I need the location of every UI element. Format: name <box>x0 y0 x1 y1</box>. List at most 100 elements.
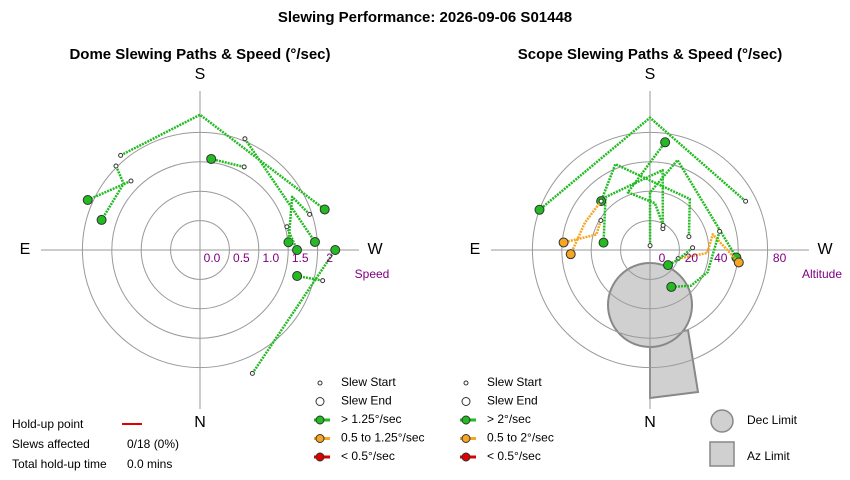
affected-label: Slews affected <box>12 437 90 451</box>
legend-icon <box>315 415 325 425</box>
slew-path <box>287 195 311 243</box>
slew-start <box>128 178 134 184</box>
slew-start <box>242 136 248 142</box>
slew-path <box>87 179 132 202</box>
slew-end <box>660 137 671 148</box>
slew-end <box>309 236 320 247</box>
slew-end <box>534 204 545 215</box>
r-tick-label: 0.0 <box>204 251 221 265</box>
legend-icon <box>315 452 325 462</box>
legend-icon <box>461 452 471 462</box>
compass-label: N <box>644 414 656 431</box>
slew-end <box>666 281 677 292</box>
slew-start <box>307 211 313 217</box>
legend-label: Slew Start <box>341 375 396 389</box>
slew-start <box>320 278 326 284</box>
legend-label: Slew End <box>487 394 538 408</box>
legend-icon <box>463 380 469 386</box>
slew-end <box>733 257 744 268</box>
slew-end <box>558 237 569 248</box>
slew-path <box>677 233 740 264</box>
slew-end <box>319 204 330 215</box>
slew-path <box>602 168 665 243</box>
slew-end <box>292 271 303 282</box>
legend-label: > 1.25°/sec <box>341 412 402 426</box>
slew-start <box>690 245 696 251</box>
compass-label: W <box>817 241 833 258</box>
slew-start <box>686 234 692 240</box>
time-label: Total hold-up time <box>12 457 107 471</box>
slew-path <box>569 200 603 255</box>
r-tick-label: 80 <box>773 251 787 265</box>
slew-start <box>598 217 604 223</box>
r-axis-label: Altitude <box>802 267 842 281</box>
az-limit-icon <box>709 441 735 467</box>
legend-icon <box>461 434 471 443</box>
legend-icon <box>317 380 323 386</box>
r-tick-label: 40 <box>714 251 728 265</box>
legend-label: Slew End <box>341 394 392 408</box>
r-tick-label: 1.5 <box>292 251 309 265</box>
legend-icon <box>461 397 471 406</box>
slew-end <box>292 245 303 255</box>
compass-label: W <box>367 241 383 258</box>
slew-end <box>598 237 609 248</box>
r-tick-label: 0 <box>659 251 666 265</box>
page-title: Slewing Performance: 2026-09-06 S01448 <box>278 9 572 26</box>
r-tick-label: 1.0 <box>262 251 279 265</box>
chart-title: Dome Slewing Paths & Speed (°/sec) <box>69 46 330 63</box>
slew-end <box>206 153 217 164</box>
slew-end <box>330 245 341 255</box>
slew-end <box>663 260 674 271</box>
slew-start <box>249 370 255 376</box>
slew-end <box>565 249 576 260</box>
slew-start <box>113 163 119 169</box>
chart-title: Scope Slewing Paths & Speed (°/sec) <box>518 46 782 63</box>
compass-label: E <box>20 241 31 258</box>
r-tick-label: 20 <box>685 251 699 265</box>
slew-start <box>743 198 749 204</box>
slew-start <box>118 152 124 158</box>
legend-label: < 0.5°/sec <box>487 449 541 463</box>
slew-path <box>599 162 692 237</box>
legend-label: 0.5 to 2°/sec <box>487 431 554 445</box>
slew-path <box>667 246 694 267</box>
legend-label: Az Limit <box>747 449 790 463</box>
compass-label: S <box>195 66 206 83</box>
time-value: 0.0 mins <box>127 457 172 471</box>
legend-icon <box>315 397 325 406</box>
slew-path <box>671 231 721 289</box>
slew-start <box>717 228 723 234</box>
slew-start <box>284 224 290 230</box>
slew-end <box>96 214 107 225</box>
slew-start <box>647 243 653 249</box>
r-tick-label: 0.5 <box>233 251 250 265</box>
slew-path <box>243 138 317 243</box>
r-tick-label: 2 <box>326 251 333 265</box>
slew-path <box>538 116 747 211</box>
slew-path <box>210 157 245 169</box>
compass-label: N <box>194 414 206 431</box>
slew-path <box>120 113 326 211</box>
affected-value: 0/18 (0%) <box>127 437 179 451</box>
legend-label: Dec Limit <box>747 413 798 427</box>
legend-label: 0.5 to 1.25°/sec <box>341 431 425 445</box>
legend-label: Slew Start <box>487 375 542 389</box>
slew-start <box>660 222 666 228</box>
compass-label: E <box>470 241 481 258</box>
dec-limit-icon <box>710 409 734 433</box>
compass-label: S <box>645 66 656 83</box>
legend-icon <box>461 415 471 425</box>
slew-end <box>82 195 93 206</box>
legend-icon <box>315 434 325 443</box>
holdup-label: Hold-up point <box>12 417 84 431</box>
legend-label: < 0.5°/sec <box>341 449 395 463</box>
slew-start <box>241 164 247 170</box>
slew-path <box>563 220 603 244</box>
r-axis-label: Speed <box>355 267 390 281</box>
legend-label: > 2°/sec <box>487 412 531 426</box>
slew-path <box>251 249 337 375</box>
slew-start <box>598 198 604 204</box>
